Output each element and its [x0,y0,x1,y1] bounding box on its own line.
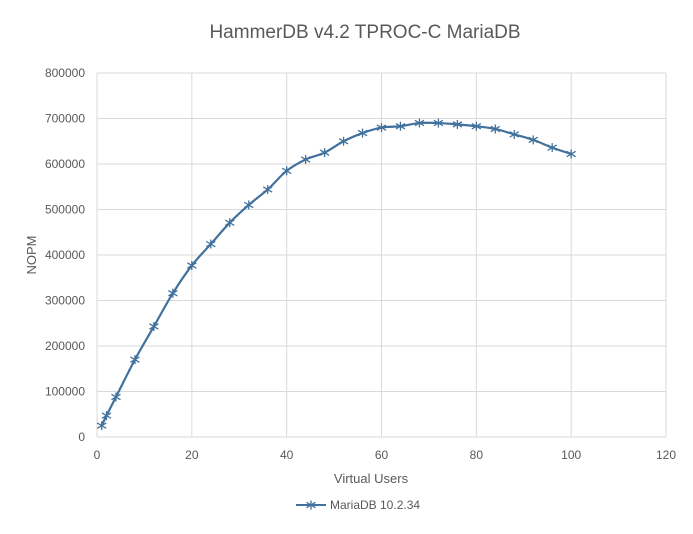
marker-stroke [111,393,121,401]
y-tick-label: 300000 [45,294,85,308]
data-point [338,136,349,146]
marker-stroke [243,201,254,209]
legend-marker [306,500,316,510]
data-point [566,149,577,159]
legend: MariaDB 10.2.34 [296,498,420,512]
legend-asterisk [306,500,316,510]
x-tick-label: 0 [94,448,101,462]
marker-stroke [186,262,197,269]
marker-stroke [205,240,216,248]
data-point [149,321,159,331]
marker-stroke [490,125,501,133]
marker-stroke [101,412,112,419]
data-point [243,200,254,210]
data-point [101,411,112,421]
x-tick-label: 120 [656,448,676,462]
marker-stroke [414,119,425,127]
data-point [281,166,292,176]
data-point [509,129,520,139]
marker-stroke [281,167,292,175]
x-tick-label: 80 [470,448,484,462]
marker-stroke [452,121,463,128]
y-tick-label: 0 [78,430,85,444]
marker-stroke [376,124,387,131]
legend-label: MariaDB 10.2.34 [330,498,420,512]
data-point [452,119,463,129]
data-point [433,118,444,128]
y-tick-label: 700000 [45,112,85,126]
data-point [319,148,330,158]
marker-stroke [395,122,406,130]
chart-title: HammerDB v4.2 TPROC-C MariaDB [209,22,520,43]
series-layer [96,118,577,431]
data-point [300,154,311,164]
data-point [528,135,539,145]
data-point [168,288,178,298]
marker-stroke [547,144,558,151]
marker-stroke [130,356,140,363]
data-point [395,121,406,131]
data-point [96,421,107,431]
data-point [547,143,558,153]
data-point [262,184,273,194]
marker-stroke [306,501,316,509]
marker-stroke [224,219,235,226]
data-point [111,392,121,402]
data-point [376,123,387,133]
data-point [130,355,140,365]
marker-stroke [338,137,349,145]
marker-stroke [96,422,107,429]
x-tick-label: 60 [375,448,389,462]
marker-stroke [471,122,482,130]
marker-stroke [262,186,273,193]
marker-stroke [300,156,311,163]
x-tick-label: 100 [561,448,581,462]
y-tick-label: 500000 [45,203,85,217]
y-tick-label: 100000 [45,385,85,399]
y-tick-label: 600000 [45,157,85,171]
x-axis-title: Virtual Users [334,471,409,486]
data-point [414,118,425,128]
marker-stroke [168,289,178,297]
series-line [100,121,572,427]
y-tick-label: 400000 [45,248,85,262]
data-point [186,260,197,270]
y-axis-title: NOPM [24,236,39,275]
grid-layer [96,72,667,438]
data-point [205,239,216,249]
marker-stroke [357,129,368,137]
marker-stroke [566,150,577,158]
x-tick-label: 20 [185,448,199,462]
data-point [357,128,368,138]
marker-stroke [149,323,159,330]
data-point [490,124,501,134]
marker-stroke [528,136,539,144]
y-tick-label: 800000 [45,66,85,80]
x-tick-label: 40 [280,448,294,462]
marker-stroke [319,149,330,156]
y-tick-label: 200000 [45,339,85,353]
data-point [224,218,235,228]
data-point [471,121,482,131]
marker-stroke [509,131,520,138]
axis-layer: 0 100000 200000 300000 400000 500000 600000 700… [45,66,676,462]
marker-stroke [433,119,444,127]
